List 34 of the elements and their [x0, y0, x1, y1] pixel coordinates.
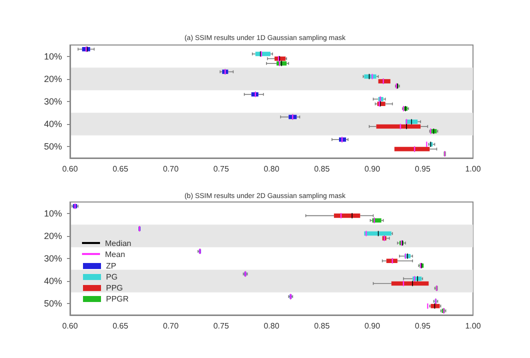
annotation: Mean	[105, 250, 126, 258]
y-tick-label: 30%	[44, 96, 62, 106]
legend-label: PPGR	[106, 294, 129, 304]
x-tick-label: 0.60	[62, 322, 78, 330]
x-tick-label: 0.80	[264, 322, 280, 330]
y-tick-label: 30%	[44, 254, 62, 264]
x-tick-label: 0.85	[314, 164, 330, 174]
y-tick-label: 50%	[44, 142, 62, 152]
y-tick-label: 10%	[44, 51, 62, 62]
x-tick-label: 0.85	[314, 322, 330, 330]
x-tick-label: 0.95	[414, 164, 431, 174]
x-tick-label: 0.70	[162, 322, 180, 330]
y-tick-label: 50%	[44, 298, 62, 309]
annotation: Median	[105, 238, 132, 248]
legend-label: ZP	[106, 262, 116, 270]
x-tick-label: 0.60	[62, 164, 78, 174]
x-tick-label: 0.65	[112, 164, 129, 174]
y-tick-label: 40%	[44, 119, 62, 130]
x-tick-label: 0.80	[264, 164, 280, 174]
y-tick-label: 10%	[44, 208, 62, 218]
x-tick-label: 0.95	[414, 322, 431, 330]
y-tick-label: 20%	[44, 230, 62, 241]
x-tick-label: 1.00	[465, 164, 482, 174]
x-tick-label: 0.65	[112, 322, 129, 330]
y-tick-label: 40%	[44, 276, 62, 286]
x-tick-label: 0.70	[162, 164, 180, 174]
x-tick-label: 0.90	[364, 164, 381, 174]
legend-label: PG	[106, 272, 118, 282]
x-tick-label: 0.75	[213, 322, 230, 330]
x-tick-label: 1.00	[465, 322, 482, 330]
legend-label: PPG	[106, 284, 123, 292]
x-tick-label: 0.75	[213, 164, 230, 174]
y-tick-label: 20%	[44, 74, 62, 84]
x-tick-label: 0.90	[364, 322, 381, 330]
